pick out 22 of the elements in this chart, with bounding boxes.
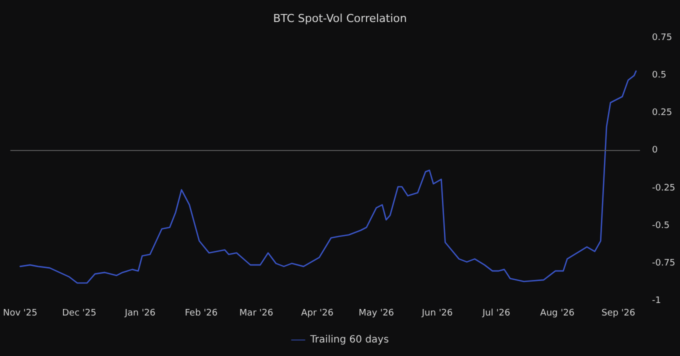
y-tick-label: 0 <box>652 146 658 156</box>
x-tick-label: Nov '25 <box>2 308 38 318</box>
x-tick-label: Mar '26 <box>239 308 274 318</box>
x-tick-label: Jun '26 <box>420 308 454 318</box>
y-tick-label: 0.5 <box>652 70 666 81</box>
legend-label: Trailing 60 days <box>309 334 389 346</box>
x-tick-label: Jul '26 <box>482 308 510 318</box>
y-tick-label: -1 <box>652 296 661 306</box>
x-tick-label: May '26 <box>358 308 394 318</box>
x-tick-label: Sep '26 <box>601 308 636 318</box>
line-series <box>20 70 637 284</box>
x-tick-label: Dec '25 <box>62 308 96 318</box>
y-tick-label: -0.5 <box>652 220 670 231</box>
x-tick-label: Apr '26 <box>301 308 334 318</box>
x-tick-label: Aug '26 <box>540 308 575 318</box>
y-tick-label: 0.75 <box>652 33 672 43</box>
x-tick-label: Jan '26 <box>124 308 156 318</box>
chart-title: BTC Spot-Vol Correlation <box>273 12 407 25</box>
y-tick-label: -0.25 <box>652 183 676 194</box>
x-tick-label: Feb '26 <box>184 308 218 318</box>
y-tick-label: -0.75 <box>652 258 676 268</box>
y-tick-label: 0.25 <box>652 108 672 118</box>
